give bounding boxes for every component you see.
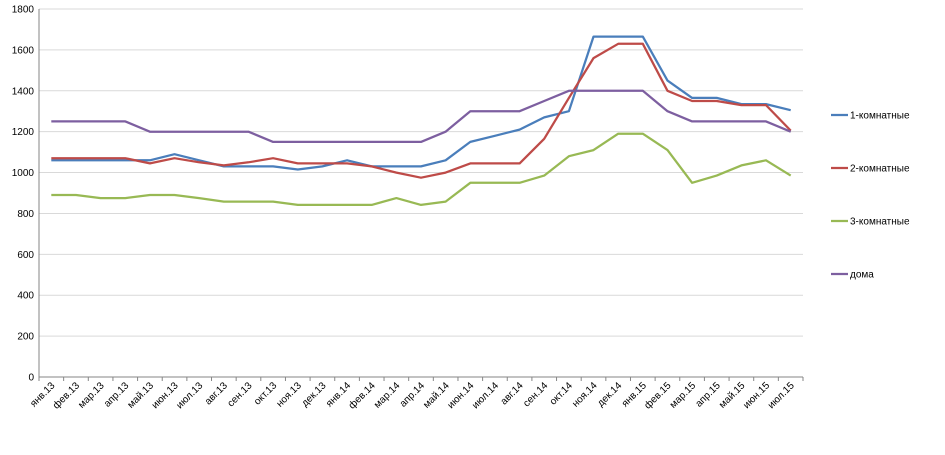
y-tick-label: 600 xyxy=(17,250,34,261)
y-tick-label: 200 xyxy=(17,332,34,343)
x-tick-label: мар.13 xyxy=(76,380,107,411)
y-tick-label: 1000 xyxy=(12,168,35,179)
x-tick-label: мар.14 xyxy=(372,380,403,411)
y-tick-label: 1600 xyxy=(12,45,35,56)
x-tick-label: дек.13 xyxy=(300,380,329,409)
legend-item: 3-комнатные xyxy=(831,217,910,228)
gridlines xyxy=(39,8,803,337)
series-lines xyxy=(51,35,792,207)
x-tick-label: фев.15 xyxy=(642,379,674,411)
x-tick-label: сен.14 xyxy=(521,380,550,409)
y-tick-label: 1800 xyxy=(12,5,35,16)
y-tick-label: 1400 xyxy=(12,86,35,97)
x-tick-label: июл.15 xyxy=(766,380,797,411)
y-tick-label: 400 xyxy=(17,291,34,302)
x-tick-label: фев.13 xyxy=(50,379,82,411)
legend-item: 2-комнатные xyxy=(831,164,910,175)
x-tick-label: ноя.14 xyxy=(570,380,600,410)
y-tick-label: 800 xyxy=(17,209,34,220)
x-tick-label: июл.14 xyxy=(470,380,501,411)
x-tick-label: июл.13 xyxy=(174,380,205,411)
y-tick-label: 1200 xyxy=(12,127,35,138)
legend-item: 1-комнатные xyxy=(831,111,910,122)
x-tick-label: фев.14 xyxy=(346,379,378,411)
x-tick-label: мар.15 xyxy=(668,380,699,411)
legend-label: 3-комнатные xyxy=(850,217,910,228)
legend: 1-комнатные 2-комнатные 3-комнатные дома xyxy=(831,111,910,281)
legend-item: дома xyxy=(831,270,874,281)
legend-label: 1-комнатные xyxy=(850,111,910,122)
legend-label: дома xyxy=(850,270,874,281)
x-tick-label: дек.14 xyxy=(596,380,625,409)
series-line-2 xyxy=(51,42,792,179)
series-line-3 xyxy=(51,132,792,207)
x-tick-label: ноя.13 xyxy=(275,380,305,410)
legend-label: 2-комнатные xyxy=(850,164,910,175)
y-tick-label: 0 xyxy=(28,373,34,384)
series-line-4 xyxy=(51,89,792,144)
axes: 020040060080010001200140016001800янв.13ф… xyxy=(12,5,804,411)
x-tick-label: сен.13 xyxy=(226,380,255,409)
series-line-1 xyxy=(51,35,791,171)
